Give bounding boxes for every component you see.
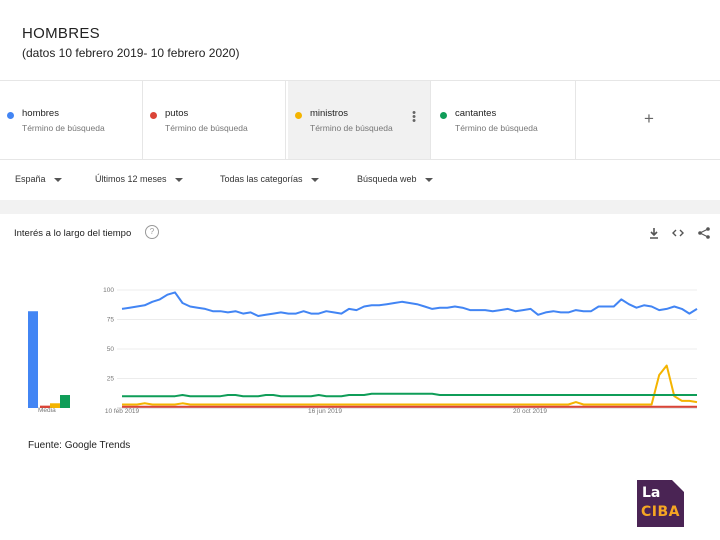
term-card-putos[interactable]: putos Término de búsqueda <box>143 81 286 159</box>
more-vert-icon[interactable]: • • • <box>412 107 416 127</box>
y-tick-label: 100 <box>103 287 114 294</box>
region-filter[interactable]: España <box>15 174 62 184</box>
x-tick-labels: 10 feb 2019 16 jun 2019 20 oct 2019 <box>105 408 548 415</box>
y-tick-label: 50 <box>107 346 115 353</box>
embed-icon[interactable] <box>671 226 685 240</box>
series-lines <box>121 291 698 408</box>
share-icon[interactable] <box>697 226 711 240</box>
filters-bar: España Últimos 12 meses Todas las catego… <box>0 158 720 200</box>
period-filter-label: Últimos 12 meses <box>95 174 167 184</box>
help-icon[interactable]: ? <box>145 225 159 239</box>
average-bar-putos <box>40 405 50 408</box>
x-tick-label: 20 oct 2019 <box>513 408 547 415</box>
average-bar-cantantes <box>60 395 70 408</box>
average-bar-hombres <box>28 311 38 408</box>
y-tick-label: 75 <box>107 317 115 324</box>
term-label: cantantes <box>455 108 497 119</box>
slide-subtitle: (datos 10 febrero 2019- 10 febrero 2020) <box>22 46 240 60</box>
series-color-dot <box>440 112 447 119</box>
series-line-ministros <box>122 364 698 406</box>
category-filter-label: Todas las categorías <box>220 174 303 184</box>
term-label: ministros <box>310 108 349 119</box>
interest-card-header: Interés a lo largo del tiempo ? <box>0 214 720 250</box>
compare-terms-bar: hombres Término de búsqueda putos Términ… <box>0 80 720 160</box>
slide-title: HOMBRES <box>22 25 100 42</box>
average-label: Media <box>38 407 56 414</box>
search-type-filter[interactable]: Búsqueda web <box>357 174 433 184</box>
caret-down-icon <box>53 177 62 182</box>
region-filter-label: España <box>15 174 46 184</box>
caret-down-icon <box>424 177 433 182</box>
series-color-dot <box>150 112 157 119</box>
y-tick-label: 25 <box>107 376 115 383</box>
series-color-dot <box>295 112 302 119</box>
term-card-cantantes[interactable]: cantantes Término de búsqueda <box>433 81 576 159</box>
term-label: hombres <box>22 108 59 119</box>
category-filter[interactable]: Todas las categorías <box>220 174 319 184</box>
add-term-button[interactable]: + <box>578 81 720 159</box>
series-line-hombres <box>121 291 698 317</box>
interest-over-time-chart: Media 100 75 50 25 10 feb 2019 16 jun 2019 20… <box>28 287 698 415</box>
average-bar-ministros <box>50 403 60 408</box>
term-type: Término de búsqueda <box>455 123 538 133</box>
x-tick-label: 10 feb 2019 <box>105 408 140 415</box>
y-tick-labels: 100 75 50 25 <box>103 287 114 383</box>
source-note: Fuente: Google Trends <box>28 440 131 451</box>
plus-icon: + <box>644 109 654 128</box>
search-type-filter-label: Búsqueda web <box>357 174 417 184</box>
la-ciba-logo: La CIBA <box>637 480 684 527</box>
section-divider <box>0 200 720 214</box>
x-tick-label: 16 jun 2019 <box>308 408 342 415</box>
caret-down-icon <box>174 177 183 182</box>
logo-text-ciba: CIBA <box>641 504 680 520</box>
average-bars <box>28 311 70 408</box>
download-icon[interactable] <box>647 226 661 240</box>
series-line-cantantes <box>122 392 697 398</box>
term-card-hombres[interactable]: hombres Término de búsqueda <box>0 81 143 159</box>
series-color-dot <box>7 112 14 119</box>
term-label: putos <box>165 108 189 119</box>
caret-down-icon <box>310 177 319 182</box>
term-type: Término de búsqueda <box>22 123 105 133</box>
term-type: Término de búsqueda <box>165 123 248 133</box>
term-card-ministros[interactable]: ministros Término de búsqueda • • • <box>288 81 431 159</box>
logo-text-la: La <box>642 485 661 501</box>
logo-corner <box>672 480 684 492</box>
card-title: Interés a lo largo del tiempo <box>14 228 132 239</box>
gridlines <box>117 289 697 409</box>
term-type: Término de búsqueda <box>310 123 393 133</box>
period-filter[interactable]: Últimos 12 meses <box>95 174 183 184</box>
